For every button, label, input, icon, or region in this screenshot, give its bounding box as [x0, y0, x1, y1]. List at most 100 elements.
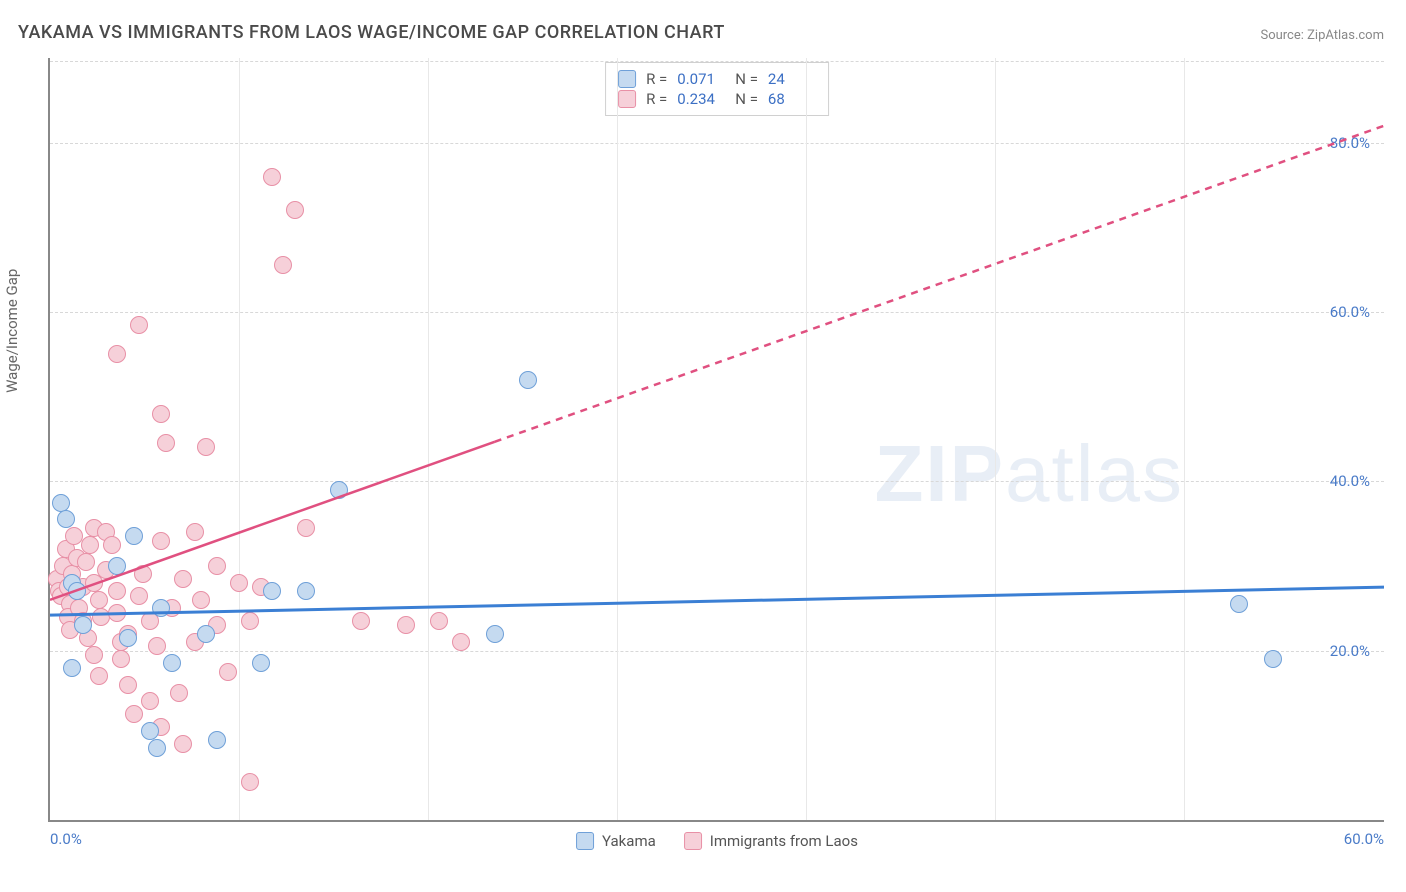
data-point — [141, 692, 159, 710]
data-point — [186, 523, 204, 541]
data-point — [230, 574, 248, 592]
data-point — [241, 612, 259, 630]
data-point — [52, 494, 70, 512]
data-point — [274, 256, 292, 274]
data-point — [174, 735, 192, 753]
data-point — [141, 722, 159, 740]
chart-title: YAKAMA VS IMMIGRANTS FROM LAOS WAGE/INCO… — [18, 22, 725, 43]
legend-item-series-1: Immigrants from Laos — [684, 832, 858, 850]
gridline-vertical — [1184, 58, 1185, 820]
legend-n-value-1: 68 — [768, 90, 816, 108]
data-point — [108, 604, 126, 622]
y-tick-label: 40.0% — [1330, 472, 1370, 490]
data-point — [163, 654, 181, 672]
legend-row-series-0: R = 0.071 N = 24 — [618, 69, 816, 89]
watermark-light: atlas — [1005, 429, 1184, 518]
data-point — [90, 667, 108, 685]
data-point — [397, 616, 415, 634]
x-tick-label: 60.0% — [1344, 830, 1384, 848]
data-point — [430, 612, 448, 630]
legend-n-label: N = — [735, 70, 758, 88]
plot-area: ZIPatlas R = 0.071 N = 24 R = 0.234 N = … — [48, 58, 1384, 822]
source-attribution: Source: ZipAtlas.com — [1260, 28, 1384, 43]
data-point — [108, 345, 126, 363]
data-point — [152, 532, 170, 550]
data-point — [74, 616, 92, 634]
legend-item-series-0: Yakama — [576, 832, 656, 850]
legend-label-series-1: Immigrants from Laos — [710, 832, 858, 850]
data-point — [119, 676, 137, 694]
data-point — [1264, 650, 1282, 668]
data-point — [197, 625, 215, 643]
data-point — [252, 654, 270, 672]
data-point — [125, 527, 143, 545]
y-tick-label: 20.0% — [1330, 642, 1370, 660]
gridline-vertical — [995, 58, 996, 820]
data-point — [81, 536, 99, 554]
watermark: ZIPatlas — [875, 428, 1184, 520]
data-point — [263, 168, 281, 186]
legend-swatch-series-1-b — [684, 832, 702, 850]
data-point — [157, 434, 175, 452]
data-point — [125, 705, 143, 723]
data-point — [103, 536, 121, 554]
legend-r-label: R = — [646, 70, 667, 88]
data-point — [134, 565, 152, 583]
data-point — [152, 405, 170, 423]
legend-series-box: Yakama Immigrants from Laos — [576, 832, 858, 850]
data-point — [148, 739, 166, 757]
data-point — [112, 650, 130, 668]
chart-container: YAKAMA VS IMMIGRANTS FROM LAOS WAGE/INCO… — [0, 0, 1406, 892]
gridline-vertical — [239, 58, 240, 820]
data-point — [108, 582, 126, 600]
data-point — [57, 510, 75, 528]
legend-n-label: N = — [735, 90, 758, 108]
watermark-bold: ZIP — [875, 429, 1005, 518]
y-axis-label: Wage/Income Gap — [3, 269, 21, 393]
legend-r-label: R = — [646, 90, 667, 108]
data-point — [68, 582, 86, 600]
data-point — [263, 582, 281, 600]
legend-row-series-1: R = 0.234 N = 68 — [618, 89, 816, 109]
legend-correlation-box: R = 0.071 N = 24 R = 0.234 N = 68 — [605, 62, 829, 116]
data-point — [241, 773, 259, 791]
legend-swatch-series-0-b — [576, 832, 594, 850]
y-tick-label: 60.0% — [1330, 303, 1370, 321]
data-point — [174, 570, 192, 588]
y-tick-label: 80.0% — [1330, 134, 1370, 152]
data-point — [352, 612, 370, 630]
legend-n-value-0: 24 — [768, 70, 816, 88]
data-point — [486, 625, 504, 643]
data-point — [130, 587, 148, 605]
data-point — [77, 553, 95, 571]
data-point — [63, 659, 81, 677]
data-point — [108, 557, 126, 575]
x-tick-label: 0.0% — [50, 830, 82, 848]
data-point — [452, 633, 470, 651]
legend-r-value-1: 0.234 — [677, 90, 725, 108]
data-point — [1230, 595, 1248, 613]
gridline-vertical — [428, 58, 429, 820]
data-point — [152, 599, 170, 617]
data-point — [297, 519, 315, 537]
data-point — [208, 731, 226, 749]
data-point — [148, 637, 166, 655]
data-point — [192, 591, 210, 609]
legend-swatch-series-1 — [618, 90, 636, 108]
data-point — [286, 201, 304, 219]
data-point — [330, 481, 348, 499]
data-point — [197, 438, 215, 456]
data-point — [130, 316, 148, 334]
data-point — [219, 663, 237, 681]
data-point — [119, 629, 137, 647]
legend-label-series-0: Yakama — [602, 832, 656, 850]
gridline-vertical — [806, 58, 807, 820]
data-point — [297, 582, 315, 600]
data-point — [85, 646, 103, 664]
data-point — [208, 557, 226, 575]
legend-r-value-0: 0.071 — [677, 70, 725, 88]
gridline-vertical — [617, 58, 618, 820]
legend-swatch-series-0 — [618, 70, 636, 88]
data-point — [90, 591, 108, 609]
data-point — [170, 684, 188, 702]
